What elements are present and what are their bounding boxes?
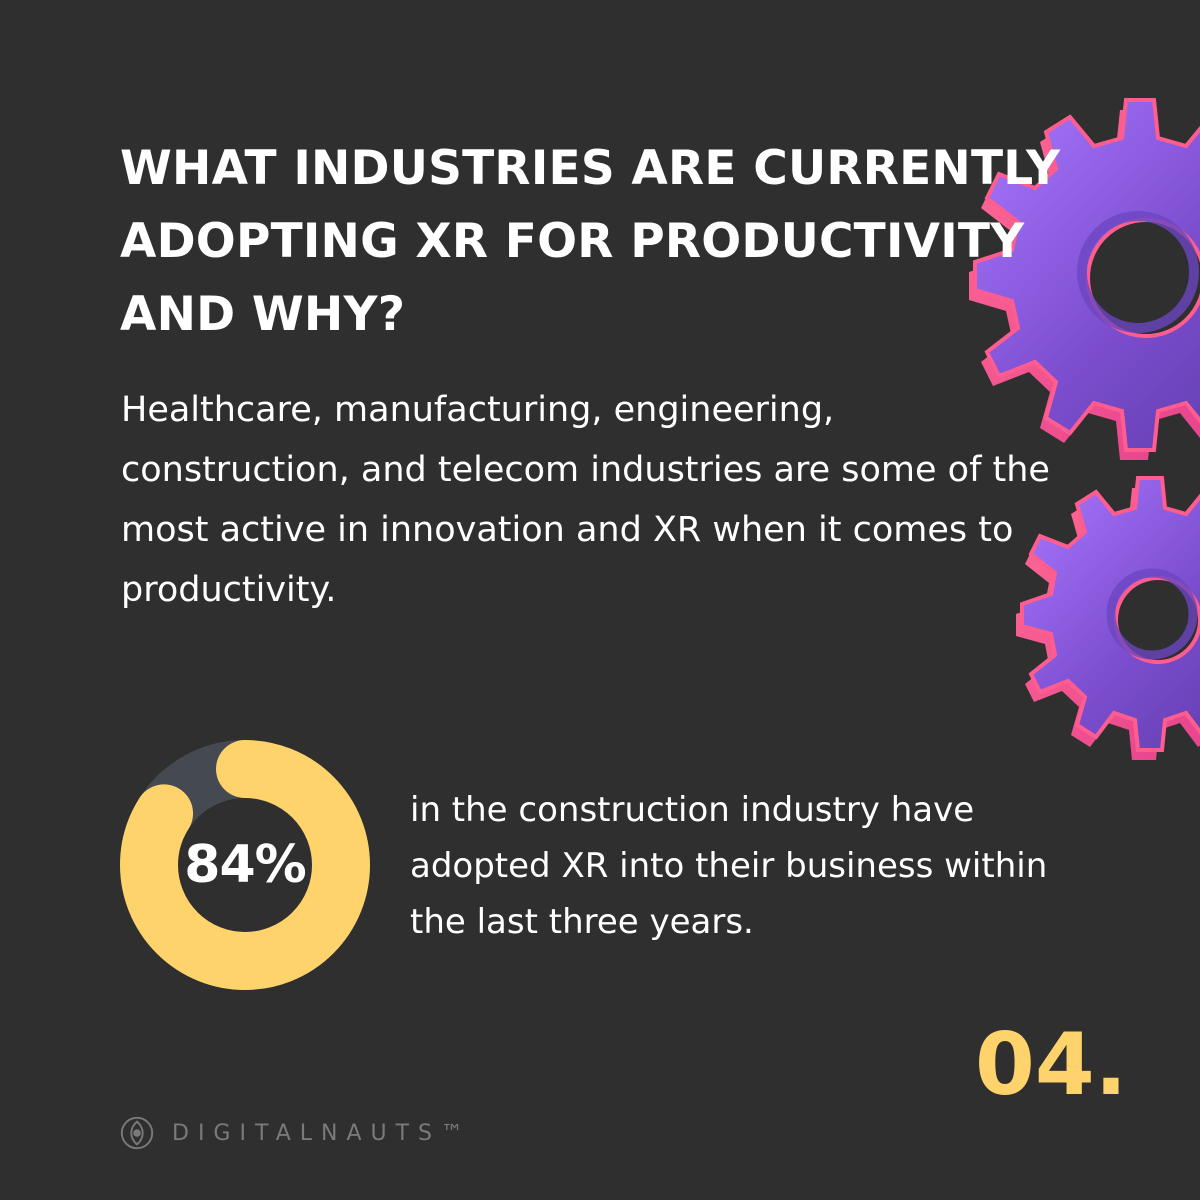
donut-center-label: 84% — [184, 835, 306, 895]
brand-lockup: DIGITALNAUTS™ — [118, 1113, 472, 1153]
body-copy: Healthcare, manufacturing, engineering, … — [121, 390, 1050, 610]
donut-value-segment — [120, 740, 370, 990]
donut-chart — [120, 740, 370, 990]
astronaut-helmet-icon — [120, 1116, 154, 1150]
gears-illustration — [969, 98, 1200, 760]
lower-gear — [1016, 476, 1200, 760]
upper-gear — [969, 98, 1200, 460]
headline: WHAT INDUSTRIES ARE CURRENTLY ADOPTING X… — [120, 141, 1061, 342]
brand-name: DIGITALNAUTS™ — [172, 1121, 473, 1146]
stat-description: in the construction industry have adopte… — [410, 790, 1048, 942]
page-number: 04. — [975, 1015, 1128, 1115]
